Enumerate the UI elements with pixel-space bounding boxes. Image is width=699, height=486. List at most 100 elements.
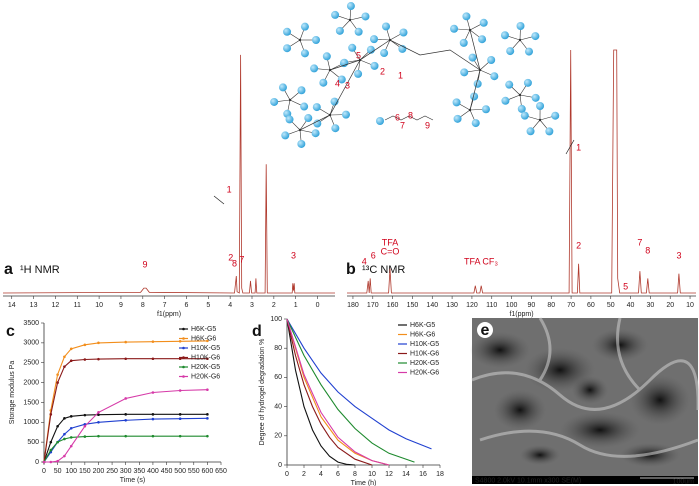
- end-group: [520, 111, 529, 120]
- end-group: [487, 55, 496, 64]
- structure-label: 2: [380, 66, 385, 76]
- end-group: [459, 38, 468, 47]
- end-group: [270, 97, 279, 106]
- end-group: [462, 12, 471, 21]
- data-point: [151, 391, 155, 394]
- data-point: [124, 357, 127, 361]
- peak-label: 9: [142, 259, 147, 269]
- branch-point: [518, 38, 522, 42]
- end-group: [300, 49, 309, 58]
- sem-image: e S4800 2.0kV 10.1mm x300 SE(M) 100um: [470, 317, 699, 485]
- x-tick-label: 4: [319, 471, 323, 478]
- x-tick-label: 2: [272, 302, 276, 309]
- end-group: [531, 93, 540, 102]
- data-point: [69, 436, 73, 439]
- legend-label: H6K-G5: [410, 322, 435, 329]
- x-tick-label: 12: [385, 471, 393, 478]
- y-tick-label: 2500: [23, 360, 39, 367]
- data-point: [56, 440, 59, 444]
- sem-pore: [592, 329, 648, 361]
- data-point: [206, 434, 209, 438]
- data-point: [49, 460, 53, 464]
- data-point: [178, 413, 182, 416]
- x-tick-label: 80: [547, 302, 555, 309]
- peak-label: TFA: [382, 237, 399, 247]
- legend-label: H6K-G6: [191, 335, 216, 342]
- y-tick-label: 0: [278, 462, 282, 469]
- series-line: [286, 318, 415, 463]
- peak-label: C=O: [381, 246, 400, 256]
- data-point: [178, 339, 182, 343]
- arrow: [565, 139, 575, 155]
- data-point: [97, 434, 100, 438]
- end-group: [506, 47, 515, 56]
- structure-label: 8: [408, 110, 413, 120]
- peak-label: 2: [576, 240, 581, 250]
- end-group: [346, 2, 355, 11]
- end-group: [322, 52, 331, 61]
- end-group: [283, 44, 292, 53]
- data-point: [63, 365, 66, 368]
- x-tick-label: 600: [202, 468, 214, 475]
- y-tick-label: 1000: [23, 419, 39, 426]
- sem-info-bar: [472, 476, 698, 484]
- x-tick-label: 150: [79, 468, 91, 475]
- peak-label: 3: [291, 250, 296, 260]
- data-point: [83, 358, 87, 361]
- end-group: [278, 83, 287, 92]
- branch-point: [538, 118, 542, 122]
- end-group: [285, 115, 294, 124]
- end-group: [311, 129, 320, 138]
- data-point: [63, 432, 66, 436]
- x-tick-label: 6: [185, 302, 189, 309]
- data-point: [83, 343, 87, 347]
- series-line: [347, 49, 696, 294]
- core-chain: [299, 29, 481, 131]
- data-point: [56, 373, 59, 376]
- x-tick-label: 1: [294, 302, 298, 309]
- sem-pore: [494, 390, 546, 430]
- peak-label: 7: [239, 254, 244, 264]
- sem-pore: [470, 332, 530, 368]
- panel-label: a: [4, 261, 13, 278]
- legend-marker: [182, 375, 185, 378]
- end-group: [354, 27, 363, 36]
- y-tick-label: 20: [274, 433, 282, 440]
- data-point: [124, 434, 127, 438]
- peak-label: 7: [637, 237, 642, 247]
- end-group: [505, 80, 514, 89]
- branch-point: [348, 18, 352, 22]
- end-group: [500, 31, 509, 40]
- data-point: [206, 417, 209, 420]
- series-line: [286, 318, 390, 466]
- data-point: [83, 435, 87, 438]
- x-tick-label: 40: [627, 302, 635, 309]
- data-point: [151, 340, 155, 343]
- end-group: [478, 35, 487, 44]
- panel-title: ¹H NMR: [20, 264, 60, 276]
- end-group: [354, 69, 363, 78]
- end-group: [481, 105, 490, 114]
- x-tick-label: 500: [174, 468, 186, 475]
- end-group: [399, 28, 408, 37]
- end-group: [348, 43, 357, 52]
- data-point: [151, 413, 155, 416]
- y-tick-label: 100: [270, 316, 282, 323]
- x-axis-title: Time (h): [351, 480, 377, 486]
- peak-label: TFA: [464, 256, 481, 266]
- x-axis-title: Time (s): [120, 477, 145, 484]
- x-tick-label: 18: [436, 471, 444, 478]
- peak-label: 3: [676, 250, 681, 260]
- x-tick-label: 180: [347, 302, 359, 309]
- peak-label: 1: [227, 184, 232, 194]
- sem-pore: [572, 376, 608, 404]
- data-point: [151, 357, 155, 361]
- data-point: [56, 459, 59, 463]
- x-tick-label: 60: [587, 302, 595, 309]
- end-group: [312, 36, 320, 44]
- data-point: [151, 434, 155, 438]
- sem-ridge: [471, 317, 699, 458]
- peak-label: CF₃: [482, 256, 498, 266]
- legend-label: H6K-G5: [191, 326, 216, 333]
- end-group: [545, 127, 554, 136]
